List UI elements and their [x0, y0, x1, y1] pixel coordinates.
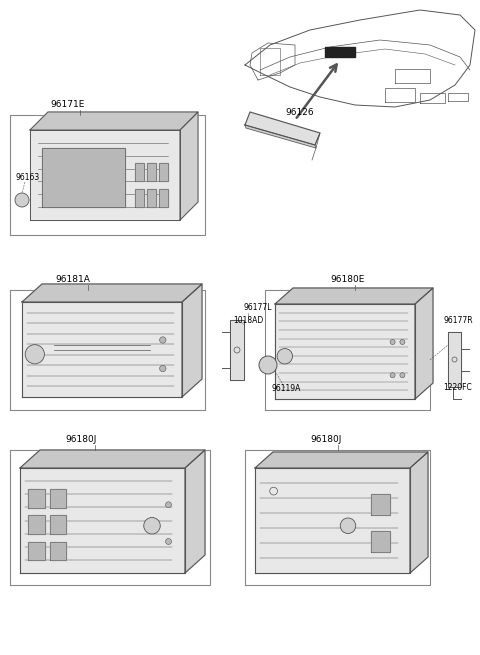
Polygon shape	[147, 189, 156, 206]
Polygon shape	[28, 515, 45, 534]
Text: 96177L: 96177L	[243, 303, 272, 312]
Text: 1220FC: 1220FC	[443, 383, 472, 392]
Text: 96177R: 96177R	[443, 316, 473, 325]
Polygon shape	[22, 284, 202, 302]
Polygon shape	[30, 112, 198, 130]
Polygon shape	[415, 288, 433, 399]
Polygon shape	[371, 495, 390, 515]
Circle shape	[15, 193, 29, 207]
Circle shape	[340, 518, 356, 534]
Polygon shape	[42, 148, 124, 206]
Polygon shape	[147, 163, 156, 181]
Text: 96126: 96126	[286, 108, 314, 117]
Polygon shape	[135, 163, 144, 181]
Polygon shape	[20, 450, 205, 468]
Polygon shape	[185, 450, 205, 573]
Text: 1018AD: 1018AD	[233, 316, 263, 325]
Circle shape	[166, 538, 171, 544]
Polygon shape	[371, 531, 390, 552]
Text: 96180J: 96180J	[310, 435, 341, 444]
Polygon shape	[28, 542, 45, 561]
Polygon shape	[50, 489, 66, 508]
Polygon shape	[245, 112, 320, 145]
Circle shape	[277, 348, 292, 364]
Polygon shape	[135, 189, 144, 206]
Polygon shape	[275, 288, 433, 304]
Polygon shape	[325, 47, 355, 57]
Text: 96119A: 96119A	[272, 384, 301, 393]
Polygon shape	[159, 163, 168, 181]
Polygon shape	[28, 489, 45, 508]
Polygon shape	[255, 468, 410, 573]
Polygon shape	[20, 468, 185, 573]
Circle shape	[25, 345, 44, 364]
Polygon shape	[245, 125, 316, 148]
Polygon shape	[22, 302, 182, 397]
Polygon shape	[50, 542, 66, 561]
Circle shape	[166, 502, 171, 508]
Text: 96181A: 96181A	[55, 275, 90, 284]
Polygon shape	[159, 189, 168, 206]
Circle shape	[390, 373, 395, 378]
Text: 96180E: 96180E	[330, 275, 364, 284]
Polygon shape	[230, 320, 244, 380]
Circle shape	[259, 356, 277, 374]
Polygon shape	[182, 284, 202, 397]
Circle shape	[144, 517, 160, 534]
Polygon shape	[275, 304, 415, 399]
Circle shape	[159, 365, 166, 371]
Polygon shape	[410, 452, 428, 573]
Circle shape	[400, 373, 405, 378]
Text: 96163: 96163	[15, 173, 39, 182]
Polygon shape	[50, 515, 66, 534]
Polygon shape	[180, 112, 198, 220]
Circle shape	[390, 339, 395, 345]
Circle shape	[159, 337, 166, 343]
Text: 96180J: 96180J	[65, 435, 96, 444]
Polygon shape	[255, 452, 428, 468]
Text: 96171E: 96171E	[50, 100, 84, 109]
Polygon shape	[448, 332, 461, 387]
Circle shape	[400, 339, 405, 345]
Polygon shape	[30, 130, 180, 220]
